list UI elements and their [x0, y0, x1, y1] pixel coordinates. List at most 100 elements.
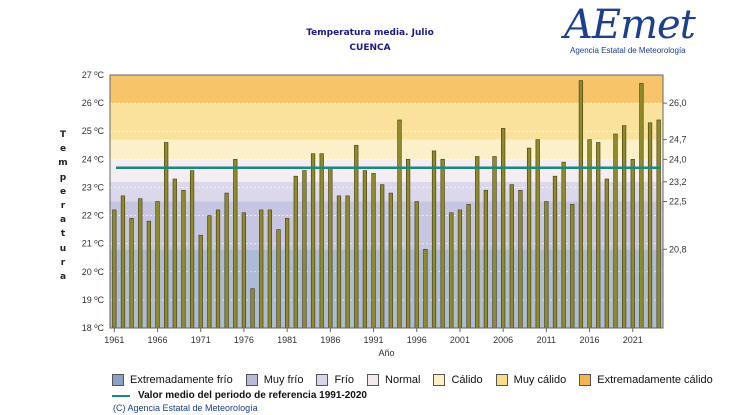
- bar-1970: [189, 170, 195, 329]
- bar-1974: [224, 192, 229, 329]
- right-tick-label: 20,8: [669, 244, 687, 254]
- bar-2011: [544, 201, 549, 329]
- bar-1967: [164, 142, 169, 329]
- bar-1992: [380, 184, 385, 329]
- x-tick-label: 1991: [364, 335, 384, 345]
- bar-1976: [241, 212, 247, 329]
- right-tick-label: 24,7: [669, 135, 687, 145]
- legend-item: Frío: [316, 374, 354, 386]
- y-tick-label: 24 ºC: [82, 154, 105, 164]
- bar-1965: [146, 220, 151, 329]
- bar-2002: [466, 204, 471, 329]
- bar-1964: [138, 198, 143, 329]
- legend-swatch: [367, 374, 380, 386]
- legend-item: Muy cálido: [495, 374, 567, 386]
- legend-label: Cálido: [451, 374, 483, 386]
- bar-2023: [647, 122, 653, 329]
- legend-label: Muy cálido: [513, 374, 567, 386]
- legend-item: Extremadamente cálido: [579, 374, 713, 386]
- legend-label: Normal: [385, 374, 421, 386]
- chart-title: Temperatura media. Julio: [306, 28, 434, 38]
- temperature-chart: 18 ºC 19 ºC 20 ºC 21 ºC 22 ºC 23 ºC 24 ºC 25 ºC…: [82, 70, 687, 358]
- chart-subtitle: CUENCA: [349, 43, 391, 53]
- y-axis-letter: p: [59, 172, 67, 183]
- x-tick-labels: 1961 1966 1971 1976 1981 1986 1991 1996 2001 2006…: [104, 328, 643, 345]
- bar-2014: [570, 204, 575, 329]
- x-tick-label: 1996: [407, 335, 427, 345]
- bar-1995: [405, 159, 411, 329]
- legend-label: Extremadamente frío: [130, 374, 233, 386]
- bar-1984: [310, 153, 316, 329]
- y-axis-letter: r: [60, 201, 66, 212]
- bar-1975: [233, 159, 238, 329]
- legend-swatch: [245, 374, 258, 386]
- bar-1987: [336, 195, 342, 329]
- bar-1998: [431, 150, 437, 329]
- bar-1996: [414, 201, 419, 329]
- band-4: [110, 139, 663, 160]
- x-tick-label: 2016: [580, 335, 600, 345]
- bar-2003: [475, 156, 480, 329]
- bar-1991: [371, 173, 376, 329]
- y-axis-letter: m: [58, 158, 68, 169]
- x-tick-label: 1986: [320, 335, 340, 345]
- x-axis-label: Año: [378, 348, 394, 358]
- bar-1963: [129, 218, 134, 329]
- bar-2006: [501, 128, 506, 329]
- right-tick-labels: 26,0 24,7 24,0 23,2 22,5 20,8: [663, 98, 687, 254]
- x-tick-label: 1981: [277, 335, 297, 345]
- bar-2017: [596, 142, 601, 329]
- legend-item: Extremadamente frío: [112, 374, 233, 386]
- right-tick-label: 24,0: [669, 154, 687, 164]
- right-tick-label: 26,0: [669, 98, 687, 108]
- y-tick-label: 27 ºC: [82, 70, 105, 80]
- y-axis-letter: e: [59, 144, 67, 155]
- bar-2018: [604, 178, 609, 329]
- bar-2001: [457, 209, 463, 329]
- legend-swatch: [579, 374, 592, 386]
- legend-swatch: [112, 374, 124, 386]
- bar-1977: [250, 288, 255, 329]
- bar-2000: [449, 212, 454, 329]
- bar-2013: [561, 161, 566, 329]
- reference-swatch: [112, 394, 130, 397]
- bar-2020: [622, 125, 627, 329]
- logo-agency: Agencia Estatal de Meteorología: [570, 46, 686, 55]
- y-tick-label: 20 ºC: [82, 267, 105, 277]
- bar-1990: [362, 170, 368, 329]
- band-6: [110, 75, 663, 104]
- x-tick-label: 1976: [234, 335, 254, 345]
- band-2: [110, 181, 663, 202]
- y-tick-label: 22 ºC: [82, 211, 105, 221]
- logo-brand: AEmet: [564, 2, 696, 48]
- bar-2015: [578, 80, 584, 329]
- bar-2012: [552, 175, 558, 329]
- bar-1989: [354, 144, 359, 329]
- bar-1968: [172, 178, 177, 329]
- bar-2009: [526, 147, 532, 329]
- band-3: [110, 159, 663, 182]
- right-tick-label: 23,2: [669, 177, 687, 187]
- y-axis-letter: u: [59, 243, 67, 254]
- reference-legend: Valor medio del periodo de referencia 19…: [112, 390, 367, 401]
- y-tick-label: 21 ºC: [82, 239, 105, 249]
- y-tick-label: 19 ºC: [82, 295, 105, 305]
- bar-1985: [319, 153, 324, 329]
- x-tick-label: 1966: [148, 335, 168, 345]
- legend-swatch: [433, 374, 446, 386]
- y-axis-letter: a: [59, 272, 67, 283]
- bar-1983: [302, 170, 307, 329]
- right-tick-label: 22,5: [669, 197, 687, 207]
- bar-1999: [440, 159, 445, 329]
- bar-1982: [293, 175, 298, 329]
- legend-label: Muy frío: [263, 374, 304, 386]
- bar-2008: [518, 189, 523, 329]
- legend-label: Frío: [334, 374, 355, 386]
- bar-2022: [639, 83, 644, 329]
- bar-2005: [492, 156, 497, 329]
- bar-series: [112, 80, 661, 329]
- bar-2019: [613, 133, 618, 329]
- bar-1969: [181, 189, 186, 329]
- y-axis-letter: r: [60, 257, 66, 268]
